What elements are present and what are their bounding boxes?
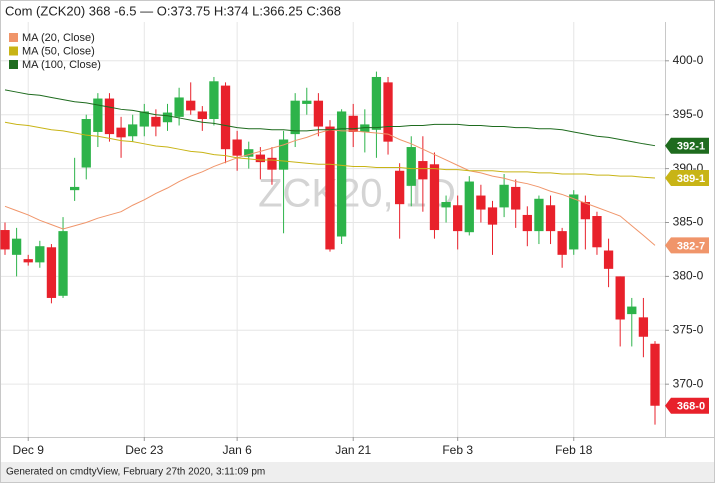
candle-body xyxy=(348,115,358,132)
candle-body xyxy=(615,276,625,320)
y-tick-label: 400-0 xyxy=(673,53,704,67)
price-tag xyxy=(665,137,709,154)
candle-body xyxy=(197,111,207,120)
candle-body xyxy=(429,164,440,231)
legend-label: MA (20, Close) xyxy=(22,32,95,44)
candle-body xyxy=(650,343,660,406)
candle-body xyxy=(46,247,57,298)
x-tick-label: Jan 6 xyxy=(222,443,252,457)
footer-bar xyxy=(1,462,714,482)
candle-body xyxy=(360,124,370,132)
candle-body xyxy=(93,98,103,132)
footer: Generated on cmdtyView, February 27th 20… xyxy=(6,467,265,478)
candle-body xyxy=(267,157,277,170)
y-tick-label: 395-0 xyxy=(673,107,704,121)
legend-label: MA (50, Close) xyxy=(22,45,95,57)
candle-body xyxy=(0,230,10,250)
legend-swatch xyxy=(9,33,18,42)
ma-line xyxy=(4,121,656,179)
candle-body xyxy=(627,306,637,315)
candle-body xyxy=(580,202,590,220)
candle-body xyxy=(209,81,219,120)
candle-body xyxy=(638,317,649,337)
candle-body xyxy=(174,97,184,117)
y-tick-label: 370-0 xyxy=(673,376,704,390)
candle-body xyxy=(569,194,579,250)
x-tick-label: Jan 21 xyxy=(335,443,371,457)
price-tag-label: 382-7 xyxy=(677,240,705,252)
candle-body xyxy=(487,207,498,225)
candle-body xyxy=(290,100,300,135)
price-tag-label: 389-1 xyxy=(677,173,705,185)
candle-body xyxy=(476,195,486,210)
candle-body xyxy=(511,186,521,210)
y-tick-label: 375-0 xyxy=(673,322,704,336)
candle-body xyxy=(336,111,347,237)
candle-body xyxy=(139,111,149,127)
candle-body xyxy=(545,205,556,232)
marks xyxy=(0,71,660,425)
candle-body xyxy=(371,76,382,130)
candle-body xyxy=(104,98,115,135)
candle-body xyxy=(499,184,509,208)
y-tick-label: 380-0 xyxy=(673,269,704,283)
candle-body xyxy=(464,181,474,233)
candle-body xyxy=(220,85,231,150)
candle-body xyxy=(325,126,335,250)
legend-swatch xyxy=(9,60,18,69)
candle-body xyxy=(116,127,126,138)
price-tag-label: 392-1 xyxy=(677,141,705,153)
candle-body xyxy=(313,100,324,127)
price-tag xyxy=(665,397,709,414)
candle-body xyxy=(11,238,22,255)
legend-swatch xyxy=(9,46,18,56)
price-tag xyxy=(665,170,709,187)
x-tick-label: Feb 18 xyxy=(555,443,593,457)
y-tick-label: 385-0 xyxy=(673,215,704,229)
legend-label: MA (100, Close) xyxy=(22,59,101,71)
grid xyxy=(1,22,665,437)
candle-body xyxy=(23,259,33,263)
x-tick-label: Dec 23 xyxy=(125,443,163,457)
candle-body xyxy=(151,116,161,127)
candle-body xyxy=(162,112,173,123)
candle-body xyxy=(255,154,265,163)
candle-body xyxy=(395,170,405,205)
candle-body xyxy=(70,186,80,191)
candle-body xyxy=(534,198,544,232)
candle-body xyxy=(302,100,312,104)
ma-line xyxy=(4,89,656,147)
candle-body xyxy=(603,250,614,269)
candle-body xyxy=(81,119,91,168)
price-tag-label: 368-0 xyxy=(677,401,705,413)
candle-body xyxy=(232,139,242,156)
x-tick-label: Dec 9 xyxy=(13,443,45,457)
chart-title: Com (ZCK20) 368 -6.5 — O:373.75 H:374 L:… xyxy=(5,3,341,18)
candle-body xyxy=(186,100,196,111)
candle-body xyxy=(406,147,416,186)
price-tag xyxy=(665,237,709,254)
x-tick-label: Feb 3 xyxy=(442,443,473,457)
candle-body xyxy=(522,214,532,232)
candle-body xyxy=(35,246,45,263)
candle-body xyxy=(58,231,68,296)
candle-body xyxy=(557,231,567,255)
candle-body xyxy=(278,139,289,170)
candle-body xyxy=(128,124,138,137)
candle-body xyxy=(383,82,393,142)
candle-body xyxy=(244,149,254,157)
candle-body xyxy=(441,202,451,208)
candle-body xyxy=(453,205,463,232)
candle-body xyxy=(592,216,602,248)
candle-body xyxy=(418,161,428,180)
